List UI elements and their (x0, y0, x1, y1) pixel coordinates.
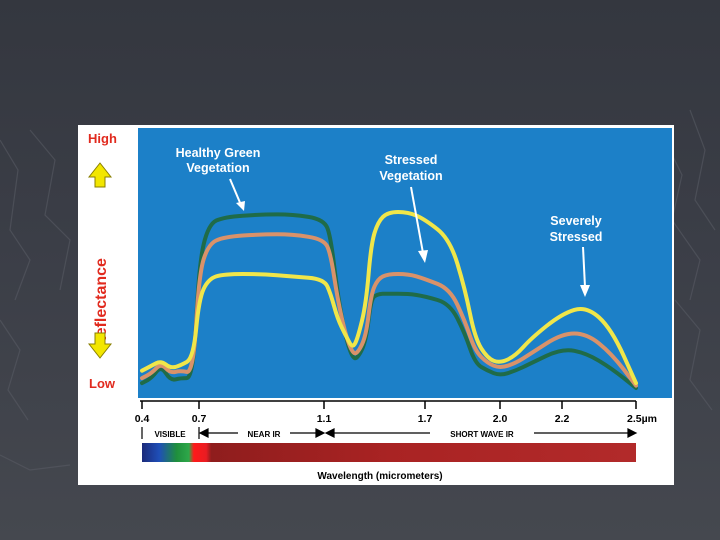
annotation-severely-pointer (582, 246, 586, 288)
near-ir-arrow-right (315, 428, 326, 438)
annotation-stressed-pointer (410, 186, 424, 254)
annotation-stressed: Stressed Vegetation (379, 153, 443, 263)
annotation-healthy-arrowhead (236, 201, 245, 211)
annotation-healthy-line-1: Healthy Green (176, 146, 261, 160)
arrow-down-icon (87, 332, 113, 359)
x-tick-label: 2.5µm (627, 413, 657, 425)
y-axis-label: Reflectance (93, 258, 110, 348)
x-tick-label: 2.2 (555, 413, 570, 425)
near-ir-arrow-left (198, 428, 209, 438)
annotation-healthy-line-2: Vegetation (186, 161, 249, 175)
arrow-up-icon (87, 162, 113, 188)
swir-arrow-right (627, 428, 638, 438)
series-line-severely-stressed (140, 210, 638, 386)
annotation-healthy: Healthy Green Vegetation (176, 146, 261, 211)
y-high-label: High (88, 131, 117, 146)
annotation-healthy-pointer (229, 178, 242, 206)
annotation-severely-line-2: Stressed (550, 230, 603, 244)
vegetation-reflectance-figure: High Reflectance Low Healthy Green Veget… (78, 125, 674, 485)
region-band (141, 427, 638, 439)
x-tick-label: 1.1 (317, 413, 332, 425)
x-tick-label: 0.7 (192, 413, 207, 425)
series-layer (140, 210, 638, 390)
x-tick-label: 2.0 (493, 413, 508, 425)
annotation-severely: Severely Stressed (550, 214, 603, 297)
annotation-stressed-arrowhead (418, 250, 428, 263)
annotation-stressed-line-2: Vegetation (379, 169, 442, 183)
annotation-severely-line-1: Severely (550, 214, 601, 228)
reflectance-chart: High Reflectance Low Healthy Green Veget… (87, 128, 672, 482)
annotation-stressed-line-1: Stressed (385, 153, 438, 167)
x-axis-label: Wavelength (micrometers) (317, 471, 442, 482)
wavelength-spectrum-bar (142, 443, 636, 462)
region-visible-label: VISIBLE (154, 430, 186, 439)
y-low-label: Low (89, 376, 116, 391)
swir-arrow-left (324, 428, 335, 438)
x-tick-layer: 0.4 0.7 1.1 1.7 2.0 2.2 2.5µm (135, 401, 657, 425)
annotation-severely-arrowhead (580, 285, 590, 297)
region-swir-label: SHORT WAVE IR (450, 430, 514, 439)
series-line-stressed (140, 232, 638, 388)
region-near-ir-label: NEAR IR (248, 430, 281, 439)
x-tick-label: 0.4 (135, 413, 150, 425)
x-tick-label: 1.7 (418, 413, 433, 425)
